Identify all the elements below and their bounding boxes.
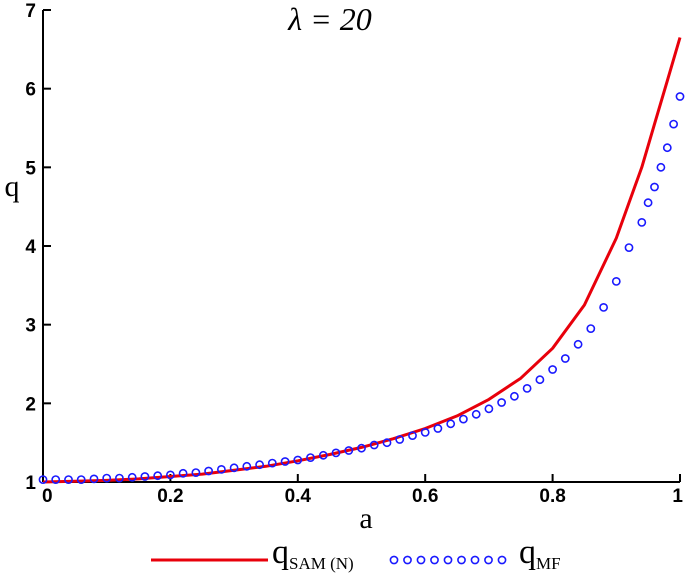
data-point-mf <box>242 461 252 471</box>
data-point-mf <box>153 471 163 481</box>
x-tick-label: 0 <box>42 486 53 507</box>
data-point-mf <box>624 243 634 252</box>
data-point-mf <box>306 453 315 462</box>
y-axis-label: q <box>5 170 20 203</box>
data-point-mf <box>38 475 48 484</box>
data-point-mf <box>318 450 328 460</box>
data-point-mf <box>650 182 659 192</box>
legend-label-sam: qSAM (N) <box>272 534 354 573</box>
data-point-mf <box>165 470 175 480</box>
data-point-mf <box>229 463 239 473</box>
data-point-mf <box>293 455 303 465</box>
data-point-mf <box>115 473 124 483</box>
legend-label-mf: qMF <box>519 534 561 573</box>
data-point-mf <box>446 419 456 429</box>
data-point-mf <box>204 466 213 476</box>
data-point-mf <box>369 440 379 450</box>
legend-markers-mf <box>389 555 507 565</box>
data-point-mf <box>408 431 417 440</box>
data-point-mf <box>140 472 150 481</box>
y-tick-label: 7 <box>25 1 36 22</box>
data-point-mf <box>637 217 647 227</box>
data-point-mf <box>267 458 277 468</box>
data-point-mf <box>510 391 519 401</box>
data-point-mf <box>560 354 570 363</box>
x-axis-label: a <box>359 502 372 535</box>
data-point-mf <box>344 446 354 455</box>
data-point-mf <box>102 473 112 483</box>
legend-label-mf-main: q <box>519 534 536 571</box>
x-tick-label: 0.8 <box>539 486 565 507</box>
legend-marker <box>470 555 480 565</box>
data-point-mf <box>662 143 672 153</box>
y-tick-label: 6 <box>25 80 36 101</box>
data-point-mf <box>255 460 264 470</box>
data-point-mf <box>280 457 290 466</box>
data-point-mf <box>656 162 666 172</box>
legend-marker <box>484 555 493 565</box>
data-point-mf <box>433 424 443 433</box>
data-point-mf <box>497 398 506 407</box>
data-point-mf <box>471 409 481 419</box>
series-layer <box>38 37 685 484</box>
legend-marker <box>403 555 412 565</box>
legend-label-sam-sub: SAM (N) <box>289 554 354 573</box>
chart-title: λ = 20 <box>287 1 371 37</box>
data-point-mf <box>216 464 226 474</box>
legend-marker <box>430 555 439 565</box>
y-tick-label: 5 <box>25 158 36 179</box>
data-point-mf <box>127 472 137 482</box>
data-point-mf <box>586 324 596 333</box>
legend-marker <box>389 555 399 565</box>
data-point-mf <box>675 92 685 101</box>
x-tick-label: 0.6 <box>412 486 438 507</box>
legend: qSAM (N) qMF <box>151 534 561 573</box>
data-point-mf <box>357 443 366 453</box>
data-point-mf <box>573 339 583 349</box>
data-point-mf <box>191 468 201 477</box>
data-point-mf <box>611 276 621 286</box>
legend-marker <box>457 555 466 565</box>
data-point-mf <box>64 475 73 484</box>
data-point-mf <box>89 474 99 484</box>
x-tick-label: 0.2 <box>157 486 183 507</box>
legend-label-sam-main: q <box>272 534 289 571</box>
data-point-mf <box>331 448 341 458</box>
y-tick-label: 1 <box>25 473 36 494</box>
data-point-mf <box>669 119 678 129</box>
data-point-mf <box>484 404 494 414</box>
data-point-mf <box>178 468 188 478</box>
data-point-mf <box>643 198 653 208</box>
legend-label-mf-sub: MF <box>536 554 561 573</box>
ticks: 0 0.2 0.4 0.6 0.8 1 1 2 3 4 5 6 7 <box>25 1 683 507</box>
legend-marker <box>497 555 507 565</box>
data-point-mf <box>522 383 532 393</box>
data-point-mf <box>535 375 545 385</box>
y-tick-label: 4 <box>25 237 36 258</box>
y-tick-label: 3 <box>25 316 36 337</box>
x-tick-label: 0.4 <box>285 486 312 507</box>
data-point-mf <box>548 365 557 374</box>
legend-marker <box>416 555 426 565</box>
y-tick-label: 2 <box>25 394 36 415</box>
data-point-mf <box>420 427 430 437</box>
data-point-mf <box>458 414 468 424</box>
data-point-mf <box>382 438 392 448</box>
series-line-sam <box>42 37 682 484</box>
data-point-mf <box>51 475 61 484</box>
legend-marker <box>443 555 453 565</box>
data-point-mf <box>599 302 608 312</box>
data-point-mf <box>395 435 405 444</box>
x-tick-label: 1 <box>672 486 683 507</box>
data-point-mf <box>76 475 86 484</box>
